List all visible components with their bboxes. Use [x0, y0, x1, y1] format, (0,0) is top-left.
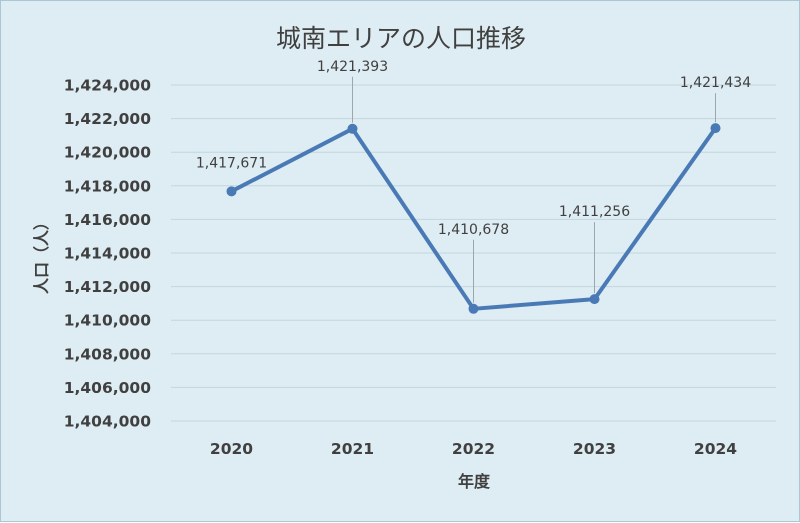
data-labels: 1,417,671 1,421,393 1,410,678 1,411,256 1,42… [196, 59, 751, 238]
x-tick-label: 2021 [331, 440, 374, 458]
y-tick-label: 1,424,000 [64, 77, 151, 95]
x-tick-label: 2022 [452, 440, 495, 458]
x-axis-ticks: 2020 2021 2022 2023 2024 [210, 440, 737, 458]
data-point [226, 186, 237, 197]
x-tick-label: 2023 [573, 440, 616, 458]
y-tick-label: 1,410,000 [64, 312, 151, 330]
y-tick-label: 1,422,000 [64, 110, 151, 128]
data-label: 1,421,393 [317, 59, 388, 75]
x-axis-label: 年度 [458, 472, 491, 491]
data-label: 1,410,678 [438, 222, 509, 238]
data-label-leaders [352, 76, 716, 303]
data-point [347, 123, 358, 134]
series-layer [226, 123, 721, 314]
data-point [468, 303, 479, 314]
data-label: 1,417,671 [196, 155, 267, 171]
y-tick-label: 1,416,000 [64, 211, 151, 229]
data-point [710, 123, 721, 134]
data-label: 1,411,256 [559, 204, 630, 220]
y-tick-label: 1,412,000 [64, 278, 151, 296]
data-point [589, 294, 600, 305]
y-axis-label: 人口（人） [32, 214, 51, 294]
x-tick-label: 2024 [694, 440, 737, 458]
y-tick-label: 1,414,000 [64, 245, 151, 263]
y-axis-ticks: 1,404,000 1,406,000 1,408,000 1,410,000 1,41… [64, 77, 151, 431]
y-tick-label: 1,418,000 [64, 177, 151, 195]
x-tick-label: 2020 [210, 440, 253, 458]
y-tick-label: 1,420,000 [64, 144, 151, 162]
data-label: 1,421,434 [680, 75, 751, 91]
y-tick-label: 1,406,000 [64, 379, 151, 397]
chart-title: 城南エリアの人口推移 [276, 24, 526, 53]
y-tick-label: 1,408,000 [64, 345, 151, 363]
y-tick-label: 1,404,000 [64, 413, 151, 431]
